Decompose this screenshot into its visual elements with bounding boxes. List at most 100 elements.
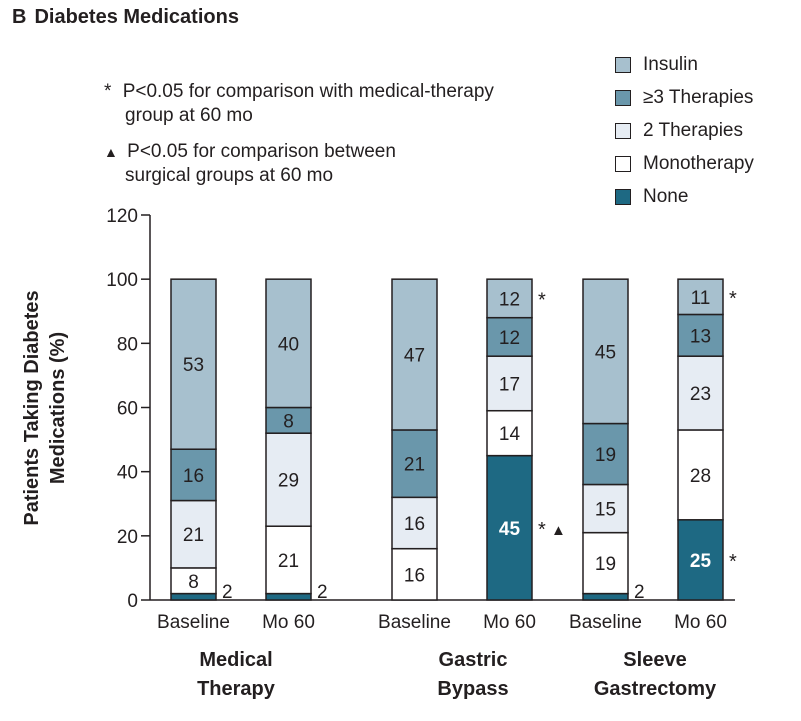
data-label: 45 — [499, 519, 521, 540]
bar-segment — [677, 519, 724, 601]
bar-segment — [170, 499, 217, 569]
bar-segment — [170, 278, 217, 450]
data-label: 45 — [595, 342, 616, 363]
x-tick-label: Mo 60 — [262, 612, 315, 633]
legend-item-3-therapies: ≥3 Therapies — [615, 81, 754, 114]
bar-segment — [265, 432, 312, 527]
data-label: 23 — [690, 384, 711, 405]
significance-star: * — [538, 519, 546, 541]
data-label: 2 — [634, 582, 645, 603]
data-label: 16 — [404, 514, 425, 535]
data-label: 8 — [188, 572, 199, 593]
bar-segment — [265, 525, 312, 595]
x-tick-label: Baseline — [569, 612, 642, 633]
legend-label-insulin: Insulin — [643, 53, 698, 75]
legend-label-2-therapies: 2 Therapies — [643, 119, 743, 141]
bar-segment — [582, 592, 629, 601]
bar-segment — [677, 278, 724, 316]
bar-segment — [486, 454, 533, 601]
data-label: 28 — [690, 466, 711, 487]
data-label: 16 — [404, 565, 425, 586]
legend: Insulin ≥3 Therapies 2 Therapies Monothe… — [615, 48, 754, 213]
x-tick-label: Mo 60 — [483, 612, 536, 633]
legend-item-insulin: Insulin — [615, 48, 754, 81]
bar-segment — [265, 406, 312, 434]
data-label: 14 — [499, 424, 521, 445]
data-label: 12 — [499, 289, 520, 310]
group-label-line1: Gastric — [439, 649, 508, 671]
y-axis-title-line2: Medications (%) — [47, 332, 69, 484]
y-tick-label: 100 — [106, 270, 138, 291]
legend-label-monotherapy: Monotherapy — [643, 152, 754, 174]
panel-letter: B — [12, 6, 27, 28]
bar-segment — [582, 531, 629, 595]
legend-swatch-insulin — [615, 56, 631, 73]
significance-star: * — [538, 289, 546, 311]
bar-segment — [170, 567, 217, 595]
y-tick-label: 60 — [117, 399, 138, 420]
data-label: 13 — [690, 326, 711, 347]
y-tick-label: 20 — [117, 527, 138, 548]
panel-title: B Diabetes Medications — [12, 6, 239, 29]
triangle-symbol: ▲ — [104, 144, 118, 160]
data-label: 8 — [283, 411, 294, 432]
legend-swatch-3-therapies — [615, 89, 631, 106]
group-label-line2: Therapy — [197, 678, 276, 700]
legend-item-monotherapy: Monotherapy — [615, 147, 754, 180]
x-tick-label: Mo 60 — [674, 612, 727, 633]
bar-segment — [391, 429, 438, 499]
chart-title: Diabetes Medications — [34, 6, 239, 28]
data-label: 12 — [499, 328, 520, 349]
significance-triangle: ▲ — [551, 522, 566, 539]
y-tick-label: 120 — [106, 206, 138, 227]
bar-segment — [486, 278, 533, 319]
star-note-line1: P<0.05 for comparison with medical-thera… — [122, 81, 494, 102]
group-label-line1: Medical — [199, 649, 272, 671]
legend-item-2-therapies: 2 Therapies — [615, 114, 754, 147]
star-note: * P<0.05 for comparison with medical-the… — [104, 80, 494, 128]
data-label: 21 — [183, 525, 204, 546]
y-tick-label: 80 — [117, 334, 138, 355]
bar-segment — [391, 496, 438, 550]
star-symbol: * — [104, 81, 112, 102]
data-label: 2 — [222, 582, 233, 603]
bar-segment — [391, 278, 438, 431]
y-tick-label: 40 — [117, 463, 138, 484]
bar-segment — [265, 592, 312, 601]
legend-label-none: None — [643, 185, 689, 207]
group-label-line2: Gastrectomy — [594, 678, 717, 700]
legend-swatch-none — [615, 188, 631, 205]
data-label: 11 — [691, 288, 711, 309]
bar-segment — [582, 278, 629, 425]
triangle-note-line1: P<0.05 for comparison between — [127, 141, 396, 162]
y-tick-label: 0 — [127, 591, 138, 612]
legend-label-3-therapies: ≥3 Therapies — [643, 86, 754, 108]
bar-segment — [170, 448, 217, 502]
bar-segment — [582, 483, 629, 534]
triangle-note-line2: surgical groups at 60 mo — [125, 165, 334, 186]
data-label: 29 — [278, 471, 299, 492]
triangle-note: ▲ P<0.05 for comparison between surgical… — [104, 140, 396, 188]
y-axis-title-line1: Patients Taking Diabetes — [21, 290, 43, 525]
data-label: 16 — [183, 466, 204, 487]
x-tick-label: Baseline — [157, 612, 230, 633]
bar-segment — [170, 592, 217, 601]
significance-star: * — [729, 551, 737, 573]
bar-segment — [582, 422, 629, 486]
group-label-line1: Sleeve — [623, 649, 686, 671]
bar-segment — [265, 278, 312, 409]
bar-segment — [677, 313, 724, 357]
data-label: 19 — [595, 445, 616, 466]
bar-segment — [486, 316, 533, 357]
data-label: 47 — [404, 346, 425, 367]
data-label: 15 — [595, 500, 616, 521]
legend-swatch-2-therapies — [615, 122, 631, 139]
data-label: 21 — [404, 455, 425, 476]
group-label-line2: Bypass — [437, 678, 508, 700]
data-label: 53 — [183, 355, 204, 376]
star-note-line2: group at 60 mo — [125, 105, 253, 126]
legend-item-none: None — [615, 180, 754, 213]
data-label: 17 — [499, 374, 520, 395]
data-label: 25 — [690, 551, 712, 572]
